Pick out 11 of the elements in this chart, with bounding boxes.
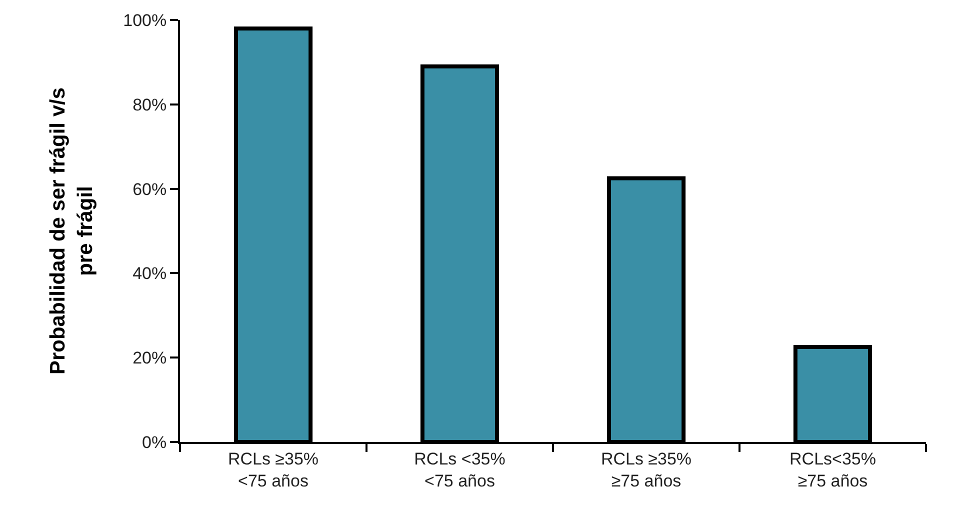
x-tick-label: RCLs <35% <75 años <box>414 449 506 490</box>
x-tick-label: RCLs<35% ≥75 años <box>790 449 876 490</box>
y-tick-label: 40% <box>132 264 167 284</box>
y-tick-label: 100% <box>123 10 167 30</box>
y-tick-label: 0% <box>142 432 167 452</box>
x-tick-label: RCLs ≥35% ≥75 años <box>600 449 692 490</box>
y-axis-title: Probabilidad de ser frágil v/s pre frágil <box>46 87 97 375</box>
y-tick-label: 80% <box>132 95 167 114</box>
y-tick-label: 20% <box>132 348 167 368</box>
x-tick-label: RCLs ≥35% <75 años <box>228 449 319 490</box>
y-tick-label: 60% <box>132 180 167 199</box>
